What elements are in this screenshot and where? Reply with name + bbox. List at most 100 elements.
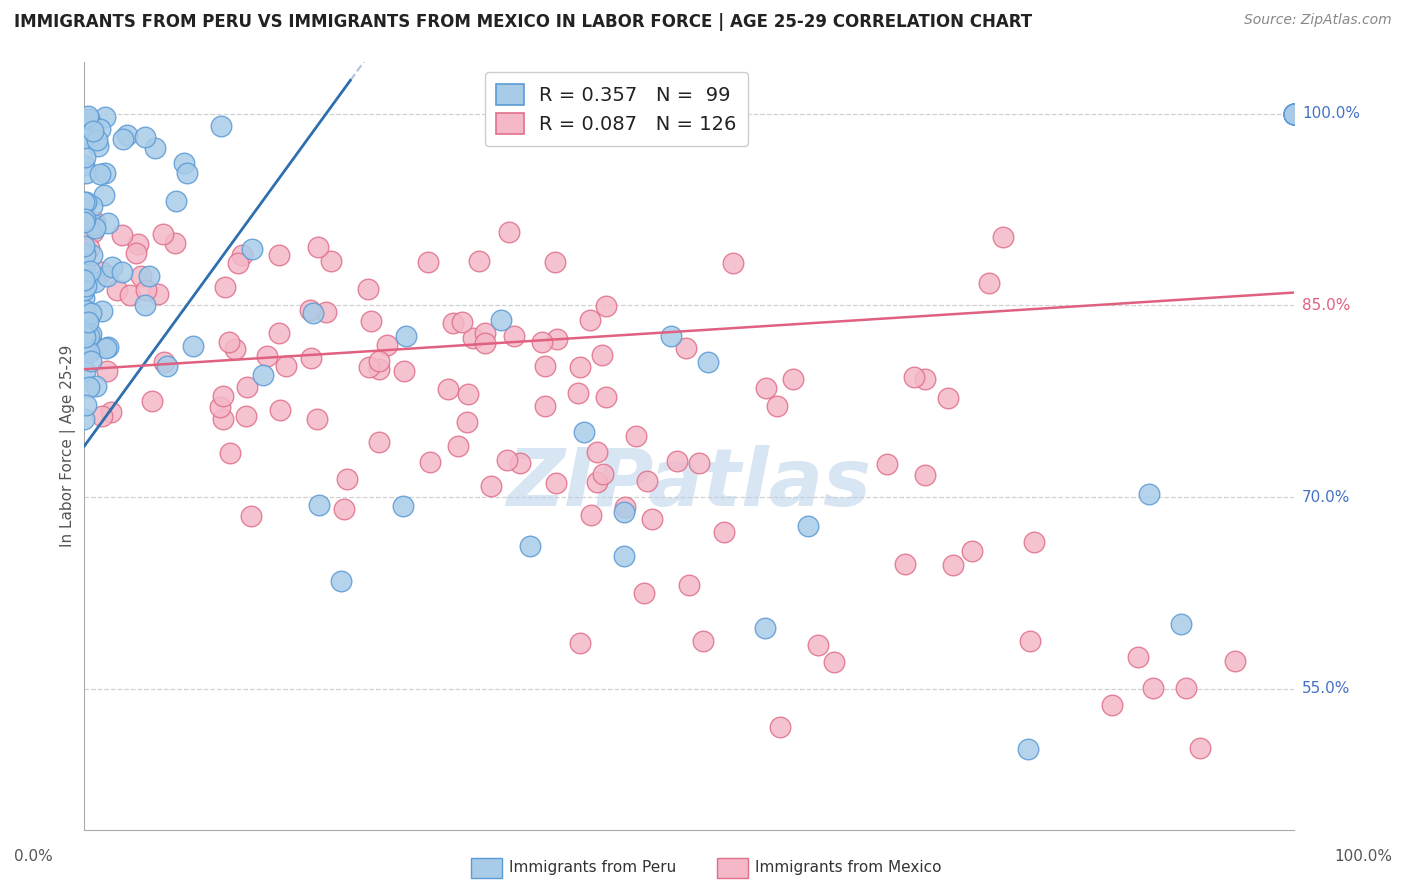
Point: [1018, 634, 1040, 648]
Point: [936, 391, 959, 405]
Point: [544, 254, 567, 268]
Point: [675, 342, 697, 356]
Point: [765, 399, 787, 413]
Point: [211, 412, 233, 426]
Point: [77, 311, 100, 326]
Text: 0.0%: 0.0%: [14, 849, 53, 863]
Point: [721, 256, 744, 270]
Point: [73, 284, 96, 298]
Point: [437, 382, 460, 396]
Point: [138, 268, 160, 283]
Point: [80, 327, 103, 342]
Point: [73, 116, 96, 130]
Point: [1282, 106, 1305, 120]
Point: [903, 369, 925, 384]
Point: [73, 260, 96, 275]
Point: [546, 476, 568, 491]
Point: [267, 248, 290, 262]
Point: [134, 283, 156, 297]
Point: [77, 328, 100, 343]
Point: [298, 302, 321, 317]
Point: [457, 386, 479, 401]
Point: [212, 389, 235, 403]
Point: [333, 502, 356, 516]
Point: [498, 226, 520, 240]
Point: [79, 329, 101, 343]
Point: [93, 188, 115, 202]
Point: [713, 524, 735, 539]
Point: [519, 539, 541, 553]
Point: [308, 499, 330, 513]
Point: [75, 399, 97, 413]
Point: [696, 355, 718, 369]
Y-axis label: In Labor Force | Age 25-29: In Labor Force | Age 25-29: [60, 345, 76, 547]
Text: 85.0%: 85.0%: [1302, 298, 1350, 313]
Point: [75, 334, 97, 349]
Point: [1282, 106, 1305, 120]
Point: [678, 578, 700, 592]
Point: [73, 302, 96, 317]
Legend: R = 0.357   N =  99, R = 0.087   N = 126: R = 0.357 N = 99, R = 0.087 N = 126: [485, 72, 748, 145]
Point: [208, 400, 231, 414]
Point: [91, 265, 114, 279]
Text: Source: ZipAtlas.com: Source: ZipAtlas.com: [1244, 13, 1392, 28]
Point: [688, 456, 710, 470]
Point: [392, 364, 415, 378]
Text: 100.0%: 100.0%: [1302, 106, 1360, 121]
Point: [666, 454, 689, 468]
Point: [77, 109, 100, 123]
Point: [1126, 649, 1149, 664]
Point: [82, 248, 104, 262]
Point: [76, 343, 98, 357]
Point: [509, 456, 531, 470]
Point: [754, 621, 776, 635]
Point: [152, 227, 174, 242]
Text: 55.0%: 55.0%: [1302, 681, 1350, 697]
Point: [90, 409, 112, 424]
Point: [1188, 740, 1211, 755]
Point: [111, 227, 134, 242]
Point: [100, 405, 122, 419]
Point: [1282, 106, 1305, 120]
Point: [755, 381, 778, 395]
Point: [73, 215, 96, 229]
Point: [546, 332, 568, 346]
Point: [782, 372, 804, 386]
Point: [155, 359, 177, 373]
Point: [579, 312, 602, 326]
Point: [624, 429, 647, 443]
Point: [1282, 106, 1305, 120]
Point: [1137, 487, 1160, 501]
Point: [807, 638, 830, 652]
Point: [368, 361, 391, 376]
Point: [395, 329, 418, 343]
Point: [392, 499, 415, 513]
Point: [219, 446, 242, 460]
Point: [240, 243, 263, 257]
Point: [94, 110, 117, 124]
Point: [569, 360, 592, 375]
Point: [73, 238, 96, 252]
Point: [84, 221, 107, 235]
Point: [112, 132, 135, 146]
Point: [107, 284, 129, 298]
Point: [534, 399, 557, 413]
Point: [1282, 106, 1305, 120]
Point: [893, 557, 915, 571]
Point: [613, 505, 636, 519]
Point: [319, 254, 342, 268]
Point: [641, 512, 664, 526]
Point: [595, 299, 617, 313]
Point: [117, 128, 139, 143]
Point: [1282, 106, 1305, 120]
Point: [134, 298, 156, 312]
Point: [1022, 535, 1045, 549]
Point: [914, 468, 936, 483]
Point: [1174, 681, 1197, 696]
Point: [368, 353, 391, 368]
Point: [89, 121, 111, 136]
Point: [73, 412, 96, 426]
Point: [79, 380, 101, 394]
Point: [797, 518, 820, 533]
Point: [474, 336, 496, 351]
